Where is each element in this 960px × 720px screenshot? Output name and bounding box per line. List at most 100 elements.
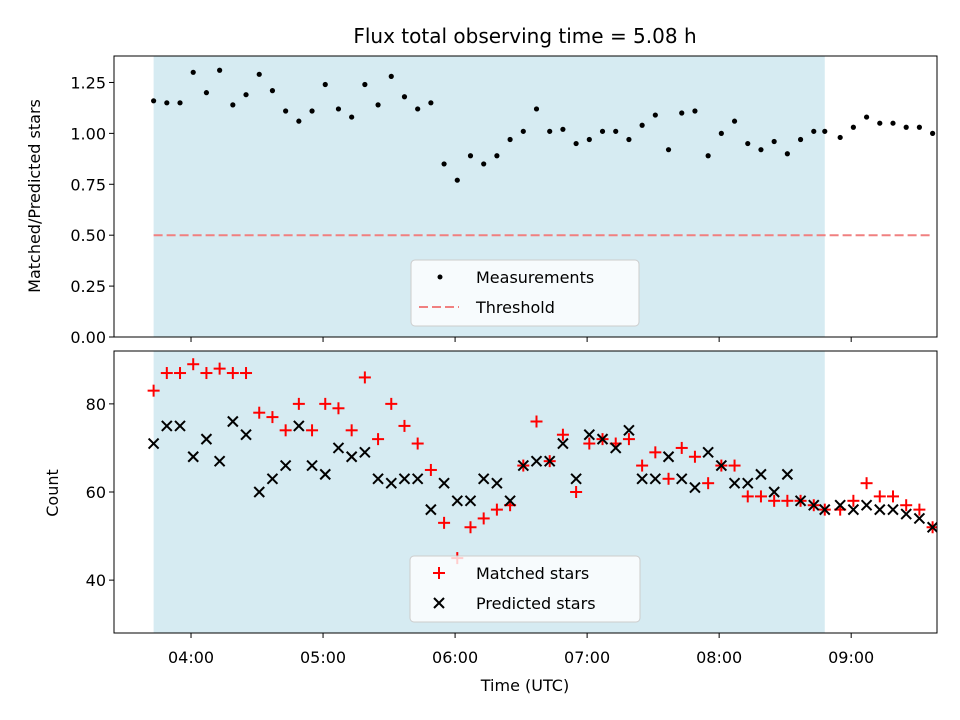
y-tick-label: 0.25 — [70, 277, 106, 296]
predicted-star-point — [306, 459, 318, 472]
predicted-star-point — [332, 442, 345, 454]
predicted-star-point — [200, 433, 213, 445]
matched-star-point — [147, 384, 160, 397]
legend-threshold-label: Threshold — [475, 298, 555, 317]
predicted-star-point — [227, 415, 239, 428]
predicted-star-point — [676, 473, 688, 485]
measurement-point — [547, 128, 553, 134]
predicted-star-point — [636, 473, 648, 485]
measurement-point — [822, 128, 828, 134]
measurement-point — [758, 147, 764, 153]
top-legend-box — [410, 259, 640, 327]
measurement-point — [388, 73, 394, 79]
matched-star-point — [636, 459, 649, 472]
measurement-point — [718, 130, 724, 136]
predicted-star-point — [530, 455, 543, 467]
measurement-point — [613, 128, 619, 134]
measurement-point — [467, 153, 474, 159]
matched-star-point — [319, 397, 332, 410]
predicted-star-point — [847, 503, 860, 516]
predicted-star-point — [174, 420, 186, 432]
measurement-point — [335, 106, 342, 112]
legend-measurements-label: Measurements — [476, 268, 594, 287]
measurement-point — [177, 100, 183, 106]
measurement-point — [362, 81, 368, 88]
measurement-point — [533, 106, 540, 112]
predicted-star-point — [874, 503, 886, 516]
predicted-star-point — [610, 442, 622, 454]
predicted-star-point — [689, 481, 701, 494]
predicted-star-point — [860, 499, 873, 511]
predicted-star-point — [464, 495, 477, 507]
measurement-point — [943, 141, 948, 146]
predicted-star-point — [808, 499, 820, 511]
measurement-point — [745, 140, 751, 147]
matched-star-point — [187, 358, 200, 371]
x-axis-label: Time (UTC) — [480, 676, 569, 695]
matched-star-point — [306, 424, 319, 437]
measurement-point — [679, 110, 685, 116]
measurement-points — [151, 67, 960, 183]
y-tick-label: 80 — [86, 395, 106, 414]
measurement-point — [863, 114, 870, 120]
matched-star-point — [649, 446, 662, 459]
measurement-point — [599, 128, 606, 134]
measurement-point — [903, 124, 909, 130]
predicted-stars-points — [147, 415, 937, 533]
x-tick-label: 05:00 — [300, 648, 346, 667]
matched-star-point — [953, 614, 960, 626]
bottom-x-ticks: 04:00 05:00 06:00 07:00 08:00 09:00 — [168, 633, 874, 667]
predicted-star-point — [781, 468, 794, 481]
legend-predicted-marker — [433, 597, 445, 609]
measurement-point — [692, 108, 698, 114]
measurement-point — [665, 147, 672, 153]
predicted-star-point — [266, 473, 279, 485]
legend-matched-marker — [433, 567, 445, 579]
measurement-point — [797, 136, 804, 143]
matched-star-point — [372, 433, 385, 446]
measurement-point — [401, 94, 408, 100]
measurement-point — [190, 69, 196, 75]
bottom-y-axis-label: Count — [43, 469, 62, 517]
predicted-star-point — [887, 503, 899, 516]
predicted-star-point — [491, 477, 503, 489]
matched-star-point — [477, 512, 490, 525]
predicted-star-point — [715, 459, 728, 472]
predicted-star-point — [411, 473, 424, 485]
y-tick-label: 1.00 — [70, 124, 106, 143]
y-tick-label: 0.50 — [70, 226, 106, 245]
measurement-point — [507, 136, 513, 143]
matched-star-point — [873, 490, 886, 503]
predicted-star-point — [253, 486, 265, 498]
predicted-star-point — [213, 455, 226, 467]
matched-star-point — [292, 397, 305, 410]
matched-star-point — [332, 402, 345, 415]
matched-star-point — [754, 490, 767, 503]
predicted-star-point — [345, 451, 358, 463]
predicted-star-point — [794, 495, 807, 507]
measurement-point — [784, 151, 790, 157]
measurement-point — [956, 155, 960, 160]
predicted-star-point — [819, 503, 831, 516]
predicted-star-point — [187, 451, 199, 463]
predicted-star-point — [926, 521, 937, 533]
bottom-y-ticks: 40 60 80 — [86, 395, 114, 590]
matched-star-point — [240, 367, 253, 380]
predicted-star-point — [319, 468, 331, 481]
predicted-star-point — [240, 429, 252, 441]
bottom-plot-frame — [113, 350, 938, 634]
measurement-point — [203, 90, 210, 96]
matched-star-point — [385, 397, 398, 410]
measurement-point — [243, 92, 249, 98]
matched-star-point — [940, 557, 952, 569]
matched-star-point — [279, 424, 292, 437]
predicted-star-point — [768, 486, 780, 498]
measurement-point — [256, 71, 262, 77]
matched-star-point — [622, 433, 635, 446]
measurement-point — [850, 124, 856, 130]
matched-star-point — [741, 490, 754, 503]
measurement-point — [349, 114, 355, 120]
legend-measurements-marker — [437, 274, 443, 280]
predicted-star-point — [517, 459, 530, 472]
